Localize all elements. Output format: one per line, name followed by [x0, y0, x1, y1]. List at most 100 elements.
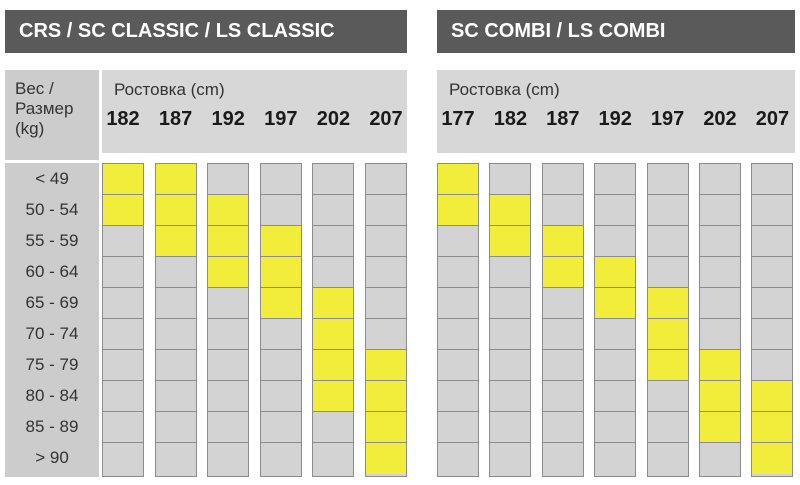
weight-label: 75 - 79: [25, 355, 79, 374]
weight-label: 80 - 84: [25, 386, 79, 405]
cell: [752, 288, 793, 319]
weight-label: 50 - 54: [25, 200, 79, 219]
recommended-cell: [647, 288, 688, 319]
right-size-column: [699, 163, 741, 477]
recommended-cell: [313, 350, 354, 381]
cell: [595, 195, 636, 226]
cell: [438, 288, 478, 319]
right-size-column: [541, 163, 584, 477]
weight-header-line1: Вес /: [15, 79, 54, 98]
cell: [648, 443, 688, 474]
recommended-cell: [313, 381, 354, 412]
cell: [700, 164, 740, 195]
cell: [103, 319, 143, 350]
cell: [542, 195, 583, 226]
cell: [700, 257, 740, 288]
left-size-label: 207: [369, 108, 403, 130]
recommended-cell: [208, 195, 249, 226]
recommended-cell: [313, 319, 354, 350]
cell: [752, 319, 793, 350]
left-size-label: 187: [158, 108, 193, 130]
left-size-header: Ростовка (cm) 182 187 192 197 202 207: [102, 70, 407, 153]
cell: [313, 412, 354, 443]
weight-label: 65 - 69: [25, 293, 79, 312]
cell: [595, 443, 635, 474]
cell: [366, 195, 406, 226]
recommended-cell: [155, 195, 196, 226]
cell: [155, 257, 196, 288]
left-size-column: [312, 163, 355, 477]
cell: [438, 319, 478, 350]
cell: [103, 381, 143, 412]
recommended-cell: [208, 257, 249, 288]
recommended-cell: [155, 164, 196, 195]
recommended-cell: [700, 381, 740, 412]
cell: [752, 257, 793, 288]
right-size-column: [594, 163, 637, 477]
cell: [261, 443, 301, 474]
right-size-axis-label: Ростовка (cm): [449, 80, 560, 99]
left-size-axis-label: Ростовка (cm): [114, 80, 225, 99]
cell: [103, 443, 143, 474]
left-size-label: 182: [106, 108, 140, 130]
left-size-column: [259, 163, 302, 477]
cell: [647, 381, 688, 412]
left-size-column: [102, 163, 144, 477]
weight-label: > 90: [35, 448, 69, 467]
weight-label: < 49: [35, 169, 69, 188]
cell: [647, 257, 688, 288]
cell: [313, 226, 354, 257]
left-size-column: [207, 163, 250, 477]
cell: [366, 319, 406, 350]
cell: [647, 195, 688, 226]
cell: [490, 319, 531, 350]
cell: [438, 257, 478, 288]
cell: [752, 226, 793, 257]
weight-header-line2: Размер: [15, 99, 74, 118]
recommended-cell: [155, 226, 196, 257]
recommended-cell: [542, 226, 583, 257]
cell: [155, 412, 196, 443]
cell: [438, 412, 478, 443]
recommended-cell: [366, 381, 406, 412]
cell: [700, 443, 740, 474]
weight-header: Вес / Размер (kg): [5, 70, 99, 160]
left-size-column: [365, 163, 407, 477]
cell: [155, 350, 196, 381]
cell: [542, 288, 583, 319]
cell: [490, 381, 531, 412]
weight-header-line3: (kg): [15, 119, 45, 138]
recommended-cell: [647, 319, 688, 350]
cell: [595, 412, 636, 443]
cell: [313, 257, 354, 288]
recommended-cell: [490, 226, 531, 257]
cell: [103, 350, 143, 381]
cell: [208, 164, 249, 195]
recommended-cell: [752, 381, 793, 412]
cell: [260, 350, 301, 381]
cell: [156, 443, 196, 474]
cell: [438, 381, 478, 412]
cell: [208, 350, 249, 381]
cell: [208, 319, 249, 350]
cell: [542, 350, 583, 381]
recommended-cell: [438, 164, 478, 195]
recommended-cell: [103, 195, 143, 226]
recommended-cell: [260, 288, 301, 319]
cell: [542, 412, 583, 443]
right-size-column: [489, 163, 532, 477]
cell: [260, 381, 301, 412]
cell: [155, 288, 196, 319]
weight-column: < 49 50 - 54 55 - 59 60 - 64 65 - 69 70 - 74 7…: [5, 163, 99, 477]
right-size-column: [646, 163, 689, 477]
right-size-label: 187: [546, 108, 580, 130]
right-size-label: 207: [755, 108, 790, 130]
cell: [260, 319, 301, 350]
cell: [752, 164, 793, 195]
right-size-label: 202: [703, 108, 737, 130]
right-size-column: [437, 163, 479, 477]
right-size-label: 182: [493, 108, 528, 130]
recommended-cell: [700, 412, 740, 443]
cell: [313, 195, 354, 226]
cell: [490, 164, 531, 195]
